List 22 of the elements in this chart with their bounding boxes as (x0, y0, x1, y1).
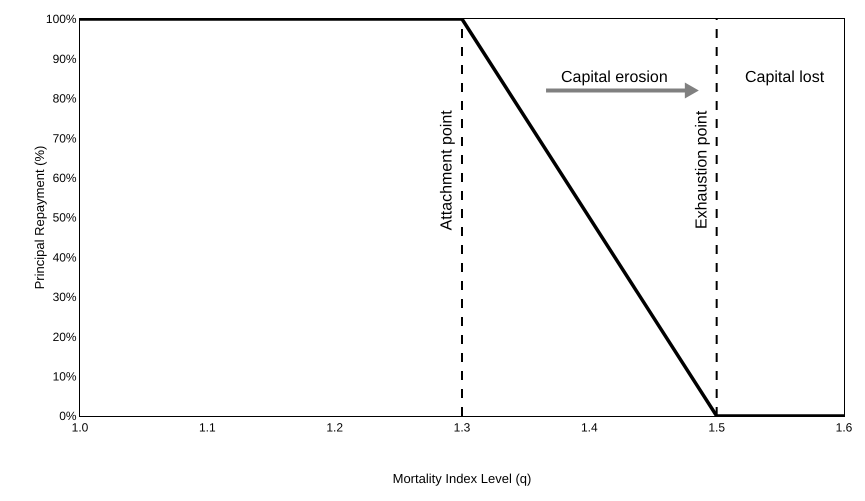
x-tick-label: 1.1 (198, 420, 216, 434)
x-tick-label: 1.3 (454, 420, 471, 434)
annotation: Capital erosion (561, 69, 668, 86)
x-axis-title: Mortality Index Level (q) (392, 471, 532, 486)
ref-line-label: Attachment point (438, 110, 456, 230)
y-axis-title: Principal Repayment (%) (32, 146, 47, 290)
x-tick-label: 1.6 (836, 420, 853, 434)
y-tick-label: 90% (52, 52, 77, 66)
annotation: Capital lost (745, 69, 825, 86)
x-tick-label: 1.2 (326, 420, 344, 434)
y-tick-label: 80% (52, 92, 77, 106)
x-tick-label: 1.4 (580, 420, 598, 434)
x-tick-label: 1.5 (708, 420, 726, 434)
y-tick-label: 100% (46, 12, 77, 26)
y-tick-label: 60% (52, 171, 77, 185)
y-tick-label: 10% (52, 370, 77, 384)
y-tick-label: 20% (52, 330, 77, 344)
ref-line-label: Exhaustion point (693, 110, 710, 230)
y-tick-label: 50% (52, 210, 77, 225)
y-tick-label: 40% (52, 250, 77, 264)
y-tick-label: 30% (52, 290, 77, 304)
y-tick-label: 70% (52, 131, 77, 146)
